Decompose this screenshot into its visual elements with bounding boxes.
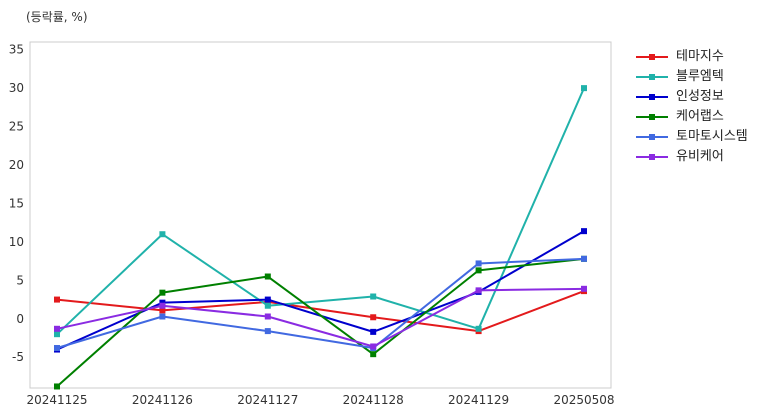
legend-swatch (636, 133, 668, 140)
data-point (370, 314, 377, 321)
legend-label: 블루엠텍 (676, 69, 724, 84)
legend-swatch (636, 113, 668, 120)
data-point (370, 343, 377, 350)
data-point (475, 325, 482, 332)
legend-label: 테마지수 (676, 49, 724, 64)
y-tick-label: 35 (9, 43, 24, 57)
x-tick-label: 20241127 (237, 393, 298, 407)
legend-swatch (636, 53, 668, 60)
y-tick-label: 25 (9, 120, 24, 134)
data-point (581, 228, 587, 235)
legend-label: 토마토시스템 (676, 129, 748, 144)
y-tick-label: 5 (16, 273, 24, 287)
data-point (475, 260, 482, 267)
plot-area (29, 41, 612, 389)
data-point (264, 328, 271, 335)
data-point (581, 255, 587, 262)
data-point (54, 325, 60, 332)
legend-swatch (636, 93, 668, 100)
x-tick-label: 20241125 (26, 393, 87, 407)
tick-labels: -5 0 5 10 15 20 25 30 35 20241125 20241126 20241127… (9, 43, 615, 407)
series-line (56, 287, 585, 348)
data-point (581, 285, 587, 292)
data-point (54, 296, 60, 303)
y-tick-label: 20 (9, 158, 24, 172)
data-point (159, 299, 166, 306)
data-point (370, 293, 377, 300)
y-tick-label: 15 (9, 196, 24, 210)
legend-label: 유비케어 (676, 149, 724, 164)
x-tick-label: 20241126 (132, 393, 193, 407)
series-1 (54, 85, 587, 338)
x-tick-label: 20250508 (553, 393, 614, 407)
data-point (264, 313, 271, 320)
data-point (54, 383, 60, 390)
series-line (56, 257, 585, 388)
series-line (56, 87, 585, 335)
series-line (56, 257, 585, 350)
data-point (54, 345, 60, 352)
data-point (264, 302, 271, 309)
data-point (159, 289, 166, 296)
y-tick-label: 30 (9, 81, 24, 95)
axes (29, 41, 612, 389)
data-point (475, 267, 482, 274)
data-point (159, 302, 166, 309)
data-point (159, 313, 166, 320)
data-point (581, 85, 587, 92)
data-point (370, 351, 377, 358)
legend-swatch (636, 153, 668, 160)
legend-label: 인성정보 (676, 89, 724, 104)
data-point (159, 307, 166, 314)
series-lines (54, 85, 587, 390)
data-point (54, 331, 60, 338)
x-tick-label: 20241128 (343, 393, 404, 407)
data-point (264, 296, 271, 303)
data-point (264, 273, 271, 280)
data-point (475, 287, 482, 294)
y-tick-label: 0 (16, 312, 24, 326)
data-point (370, 328, 377, 335)
x-tick-label: 20241129 (448, 393, 509, 407)
unit-label: (등락률, %) (26, 10, 88, 24)
series-5 (54, 285, 587, 350)
legend-swatch (636, 73, 668, 80)
y-tick-label: 10 (9, 235, 24, 249)
data-point (159, 231, 166, 238)
legend-label: 케어랩스 (676, 109, 724, 124)
y-tick-label: -5 (12, 350, 24, 364)
